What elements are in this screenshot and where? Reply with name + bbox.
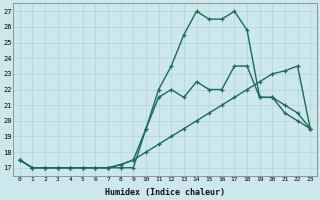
X-axis label: Humidex (Indice chaleur): Humidex (Indice chaleur) xyxy=(105,188,225,197)
